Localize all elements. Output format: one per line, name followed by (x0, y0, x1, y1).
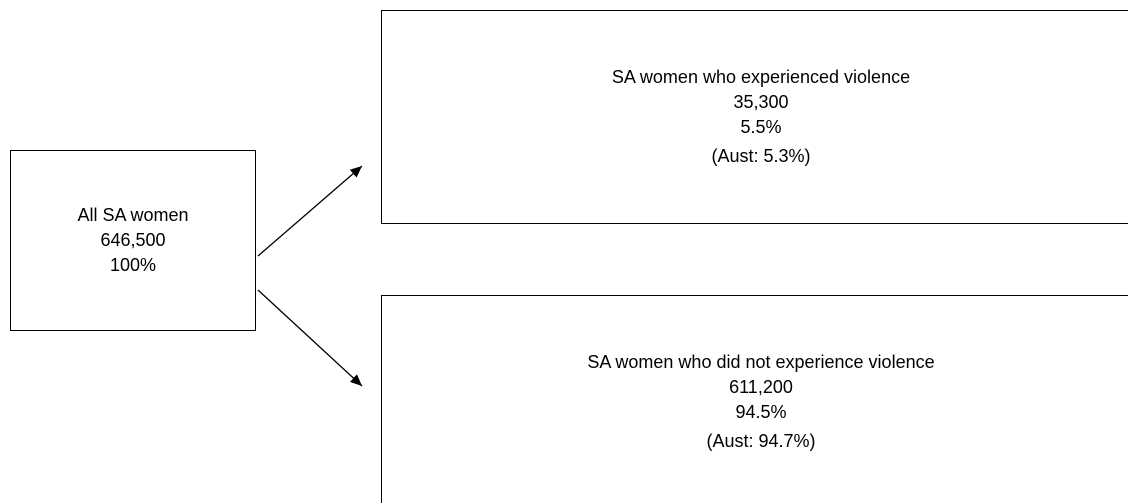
node-text: 35,300 (733, 92, 789, 112)
node: All SA women 646,500 100% (10, 150, 256, 331)
node-text: 100% (109, 255, 157, 275)
arrow (257, 165, 363, 257)
node-text: SA women who did not experience violence (587, 352, 935, 372)
node-text: (Aust: 5.3%) (711, 146, 811, 166)
node-text: SA women who experienced violence (611, 67, 911, 87)
node-text: 94.5% (735, 402, 787, 422)
node: SA women who experienced violence 35,300 5… (381, 10, 1128, 224)
node-text: 646,500 (100, 230, 166, 250)
node-text: All SA women (77, 205, 189, 225)
node-text: (Aust: 94.7%) (706, 431, 816, 451)
node: SA women who did not experience violence… (381, 295, 1128, 503)
node-text: 5.5% (740, 117, 782, 137)
arrow (257, 289, 363, 387)
node-text: 611,200 (729, 377, 793, 397)
